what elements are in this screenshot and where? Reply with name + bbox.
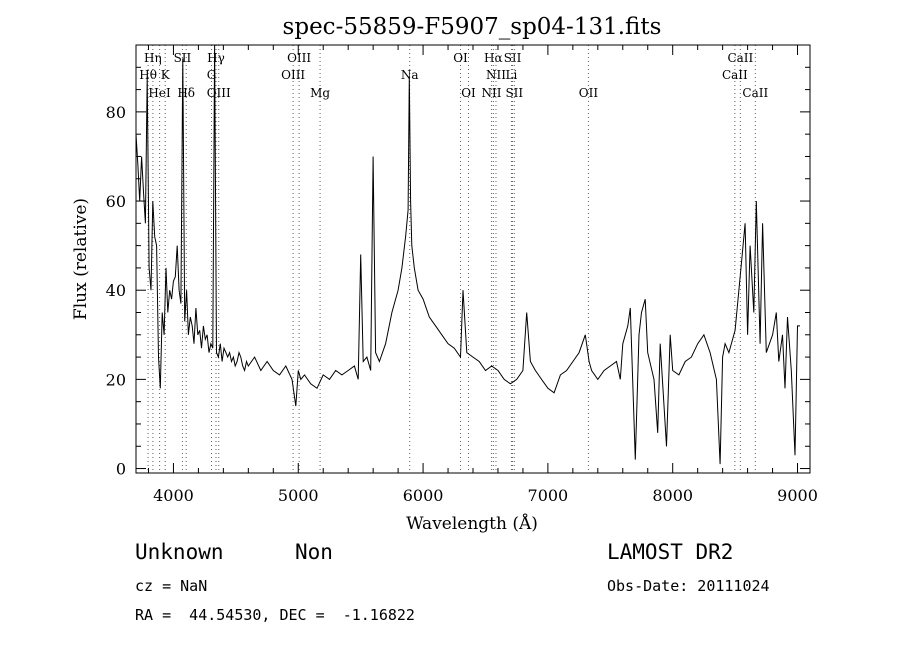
line-marker-label-6: Hγ	[207, 51, 225, 65]
x-tick-label-2: 6000	[403, 486, 444, 505]
line-marker-label-15: Hα	[484, 51, 503, 65]
line-marker-label-3: K	[161, 68, 171, 82]
spectrum-line	[135, 44, 800, 465]
line-marker-label-14: OI	[461, 86, 476, 100]
line-marker-label-0: Hη	[144, 51, 162, 65]
x-tick-label-3: 7000	[528, 486, 569, 505]
x-tick-label-1: 5000	[278, 486, 319, 505]
plot-frame	[135, 44, 811, 474]
chart-title: spec-55859-F5907_sp04-131.fits	[283, 14, 662, 40]
x-tick-label-4: 8000	[652, 486, 693, 505]
line-marker-label-20: SII	[505, 86, 523, 100]
line-marker-label-21: OII	[579, 86, 599, 100]
line-marker-label-18: Li	[506, 68, 518, 82]
coordinates: RA = 44.54530, DEC = -1.16822	[135, 606, 415, 624]
x-tick-label-5: 9000	[777, 486, 818, 505]
line-marker-label-16: SII	[504, 51, 522, 65]
line-marker-label-13: OI	[453, 51, 468, 65]
x-axis-label: Wavelength (Å)	[406, 513, 538, 534]
line-marker-label-2: HeI	[148, 86, 171, 100]
line-marker-label-5: Hδ	[177, 86, 195, 100]
observation-date: Obs-Date: 20111024	[607, 577, 770, 595]
plot-area	[135, 44, 800, 465]
line-marker-label-9: OIII	[287, 51, 311, 65]
line-marker-label-23: CaII	[722, 68, 748, 82]
line-marker-label-7: G	[207, 68, 217, 82]
y-tick-label-0: 0	[116, 460, 126, 479]
line-marker-label-11: Mg	[310, 86, 330, 100]
redshift-value: cz = NaN	[135, 577, 208, 595]
y-axis-label: Flux (relative)	[71, 198, 91, 320]
line-marker-label-19: NII	[481, 86, 501, 100]
line-marker-label-8: OIII	[207, 86, 231, 100]
y-tick-label-2: 40	[106, 281, 126, 300]
y-tick-label-1: 20	[106, 370, 126, 389]
line-marker-label-10: OIII	[281, 68, 305, 82]
line-marker-label-4: SII	[174, 51, 192, 65]
object-class: Unknown	[135, 540, 224, 564]
y-tick-label-4: 80	[106, 103, 126, 122]
object-subclass: Non	[295, 540, 333, 564]
line-marker-label-1: Hθ	[139, 68, 157, 82]
axes: 4000 5000 6000 7000 8000 9000 0 20 40 60 80	[106, 45, 818, 505]
line-marker-label-17: NII	[486, 68, 506, 82]
y-tick-label-3: 60	[106, 192, 126, 211]
x-tick-label-0: 4000	[153, 486, 194, 505]
survey-name: LAMOST DR2	[607, 540, 734, 564]
line-marker-label-22: CaII	[727, 51, 753, 65]
line-marker-label-24: CaII	[742, 86, 768, 100]
line-marker-label-12: Na	[401, 68, 419, 82]
